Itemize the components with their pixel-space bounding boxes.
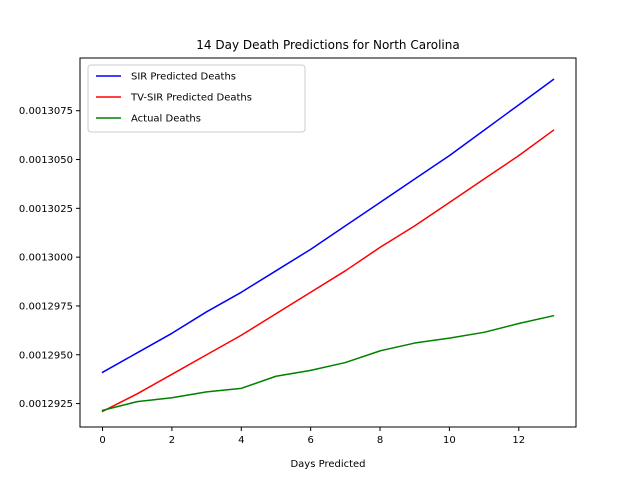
y-tick-label: 0.0012975	[19, 301, 73, 312]
x-tick-label: 4	[238, 435, 244, 446]
y-tick-label: 0.0012925	[19, 399, 73, 410]
y-axis: 0.0012925 0.0012950 0.0012975 0.0013000 0.00…	[19, 106, 80, 410]
legend-box	[87, 64, 306, 133]
y-tick-label: 0.0013025	[19, 204, 73, 215]
series-line-1	[101, 129, 555, 413]
x-axis: 0 2 4 6 8 10 12	[99, 427, 525, 446]
x-tick-label: 8	[377, 435, 383, 446]
x-axis-label: Days Predicted	[290, 459, 365, 470]
legend-entry-0: SIR Predicted Deaths	[131, 72, 236, 83]
plot-frame	[79, 57, 577, 428]
series-line-0	[101, 78, 555, 374]
x-tick-label: 2	[169, 435, 175, 446]
x-tick-label: 12	[512, 435, 525, 446]
legend: SIR Predicted Deaths TV-SIR Predicted Dea…	[87, 64, 306, 133]
x-tick-label: 10	[443, 435, 456, 446]
x-tick-label: 6	[307, 435, 313, 446]
y-tick-label: 0.0013075	[19, 106, 73, 117]
legend-entry-1: TV-SIR Predicted Deaths	[130, 93, 252, 104]
series-layer	[101, 78, 555, 413]
chart-title: 14 Day Death Predictions for North Carol…	[196, 38, 459, 52]
x-tick-label: 0	[99, 435, 105, 446]
series-line-2	[101, 314, 555, 412]
y-tick-label: 0.0013000	[19, 253, 73, 264]
y-tick-label: 0.0013050	[19, 155, 73, 166]
y-tick-label: 0.0012950	[19, 350, 73, 361]
legend-entry-2: Actual Deaths	[131, 114, 201, 125]
